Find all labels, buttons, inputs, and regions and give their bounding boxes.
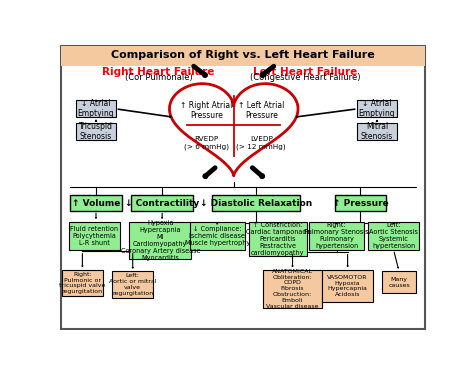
FancyBboxPatch shape [69,222,119,250]
Text: Right:
Pulmonic or
tricuspid valve
regurgitation: Right: Pulmonic or tricuspid valve regur… [59,272,106,294]
FancyBboxPatch shape [190,222,245,250]
Text: Left:
Aortic Stenosis
Systemic
hypertension: Left: Aortic Stenosis Systemic hypertens… [369,223,418,249]
FancyBboxPatch shape [76,123,116,140]
FancyBboxPatch shape [71,195,121,211]
FancyBboxPatch shape [61,46,425,66]
FancyBboxPatch shape [309,222,364,250]
FancyBboxPatch shape [249,222,307,256]
Text: ANATOMICAL
Obliteration:
COPD
Fibrosis
Obstruction:
Emboli
Vascular disease: ANATOMICAL Obliteration: COPD Fibrosis O… [266,269,319,309]
Text: (Congestive Heart Failure): (Congestive Heart Failure) [250,73,361,82]
Text: Hypoxia
Hypercapnia
MI
Cardiomyopathy
Coronary Artery disease
Myocarditis: Hypoxia Hypercapnia MI Cardiomyopathy Co… [120,220,200,261]
Text: ↑ Right Atrial
Pressure: ↑ Right Atrial Pressure [180,101,232,120]
FancyBboxPatch shape [357,123,397,140]
FancyBboxPatch shape [131,195,193,211]
FancyBboxPatch shape [112,271,153,298]
FancyBboxPatch shape [382,271,416,293]
FancyBboxPatch shape [368,222,419,250]
Text: Many
causes: Many causes [388,277,410,288]
Text: ↓ Atrial
Emptying: ↓ Atrial Emptying [78,99,114,118]
Text: Mitral
Stenosis: Mitral Stenosis [361,122,393,141]
Text: ↓ Compliance:
Ischemic disease
Muscle hypertrophy: ↓ Compliance: Ischemic disease Muscle hy… [184,226,250,246]
Text: ↑ Constriction:
Cardiac tamponade
Pericarditis
Restractive
cardiomyopathy: ↑ Constriction: Cardiac tamponade Perica… [246,222,310,256]
Text: LVEDP
(> 12 mmHg): LVEDP (> 12 mmHg) [237,136,286,150]
Text: ↓ Atrial
Emptying: ↓ Atrial Emptying [359,99,395,118]
Text: Tricuspid
Stenosis: Tricuspid Stenosis [79,122,113,141]
Text: ↓ Diastolic Relaxation: ↓ Diastolic Relaxation [200,198,312,207]
Text: Left Heart Failure: Left Heart Failure [253,67,357,77]
FancyBboxPatch shape [212,195,300,211]
FancyBboxPatch shape [76,101,116,117]
Text: Right Heart Failure: Right Heart Failure [102,67,215,77]
FancyBboxPatch shape [62,270,103,296]
Text: Comparison of Right vs. Left Heart Failure: Comparison of Right vs. Left Heart Failu… [111,50,375,60]
FancyBboxPatch shape [129,222,191,259]
Text: ↑ Pressure: ↑ Pressure [333,198,388,207]
Polygon shape [170,83,298,176]
Text: Right:
Pulmonary Stenosis
Pulmonary
hypertension: Right: Pulmonary Stenosis Pulmonary hype… [304,223,369,249]
FancyBboxPatch shape [335,195,386,211]
Text: ↑ Left Atrial
Pressure: ↑ Left Atrial Pressure [238,101,284,120]
Text: (Cor Pulmonale): (Cor Pulmonale) [125,73,192,82]
Text: Fluid retention
Polycythemia
L-R shunt: Fluid retention Polycythemia L-R shunt [70,226,118,246]
Text: ↑ Volume: ↑ Volume [72,198,120,207]
Text: Left:
Aortic or mitral
valve
regurgitation: Left: Aortic or mitral valve regurgitati… [109,273,156,296]
Text: ↓ Contractility: ↓ Contractility [125,198,199,207]
FancyBboxPatch shape [264,270,322,308]
FancyBboxPatch shape [322,270,373,302]
FancyBboxPatch shape [357,101,397,117]
Text: VASOMOTOR
Hypoxia
Hypercapnia
Acidosis: VASOMOTOR Hypoxia Hypercapnia Acidosis [328,275,368,297]
Text: RVEDP
(> 6 mmHg): RVEDP (> 6 mmHg) [184,136,228,150]
FancyBboxPatch shape [61,46,425,329]
